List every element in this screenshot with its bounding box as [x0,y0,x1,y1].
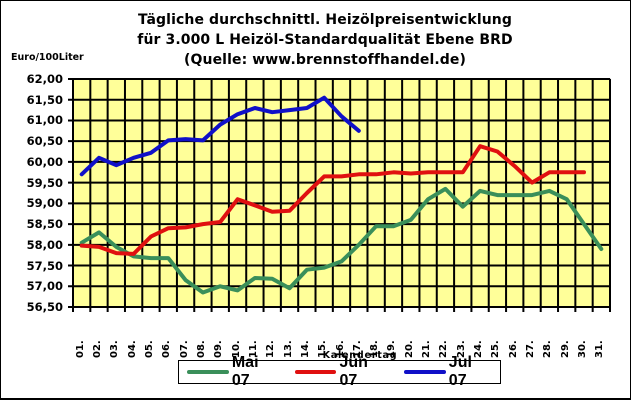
y-tick-label: 61,50 [26,92,63,107]
x-tick-label: 31. [594,340,606,358]
x-tick-label: 06. [161,340,173,358]
x-tick-label: 29. [559,340,571,358]
legend-label-jul: Jul 07 [448,354,472,389]
y-tick-label: 58,00 [26,237,63,252]
legend: Mai 07 Jun 07 Jul 07 [178,354,501,389]
y-axis-label: Euro/100Liter [11,52,84,63]
x-axis-label: Kalendertag [322,350,398,361]
legend-item-jun: Jun 07 [294,354,390,390]
legend-swatch-jun [294,370,337,374]
chart-title-block: Tägliche durchschnittl. Heizölpreisentwi… [100,10,550,70]
x-tick-label: 26. [507,340,519,358]
y-tick-label: 59,00 [26,196,63,211]
chart-source: (Quelle: www.brennstoffhandel.de) [184,52,466,68]
legend-swatch-mai [187,370,229,374]
y-tick-label: 60,50 [26,134,63,149]
y-tick-label: 56,50 [26,300,63,314]
x-tick-label: 04. [126,340,138,358]
series-line-jun-07 [79,144,586,256]
y-tick-label: 59,50 [26,175,63,190]
y-tick-label: 57,00 [26,279,63,294]
legend-swatch-jul [403,370,446,374]
x-tick-label: 27. [525,340,537,358]
legend-label-jun: Jun 07 [339,354,368,389]
x-tick-label: 05. [143,340,155,358]
legend-label-mai: Mai 07 [231,354,259,389]
legend-item-mai: Mai 07 [187,354,281,390]
x-tick-label: 28. [542,340,554,358]
y-tick-label: 61,00 [26,113,63,128]
y-tick-label: 60,00 [26,154,63,169]
y-tick-label: 62,00 [26,72,63,86]
y-tick-label: 58,50 [26,217,63,232]
series-line-jul-07 [79,95,361,177]
x-tick-label: 01. [74,340,86,358]
x-tick-label: 30. [577,340,589,358]
chart-subtitle: für 3.000 L Heizöl-Standardqualität Eben… [137,32,513,48]
chart-title: Tägliche durchschnittl. Heizölpreisentwi… [137,12,512,28]
legend-item-jul: Jul 07 [403,354,494,390]
x-tick-label: 03. [109,340,121,358]
y-tick-label: 57,50 [26,258,63,273]
x-tick-label: 02. [91,340,103,358]
plot-background [72,78,611,308]
series-line-mai-07 [79,186,604,295]
